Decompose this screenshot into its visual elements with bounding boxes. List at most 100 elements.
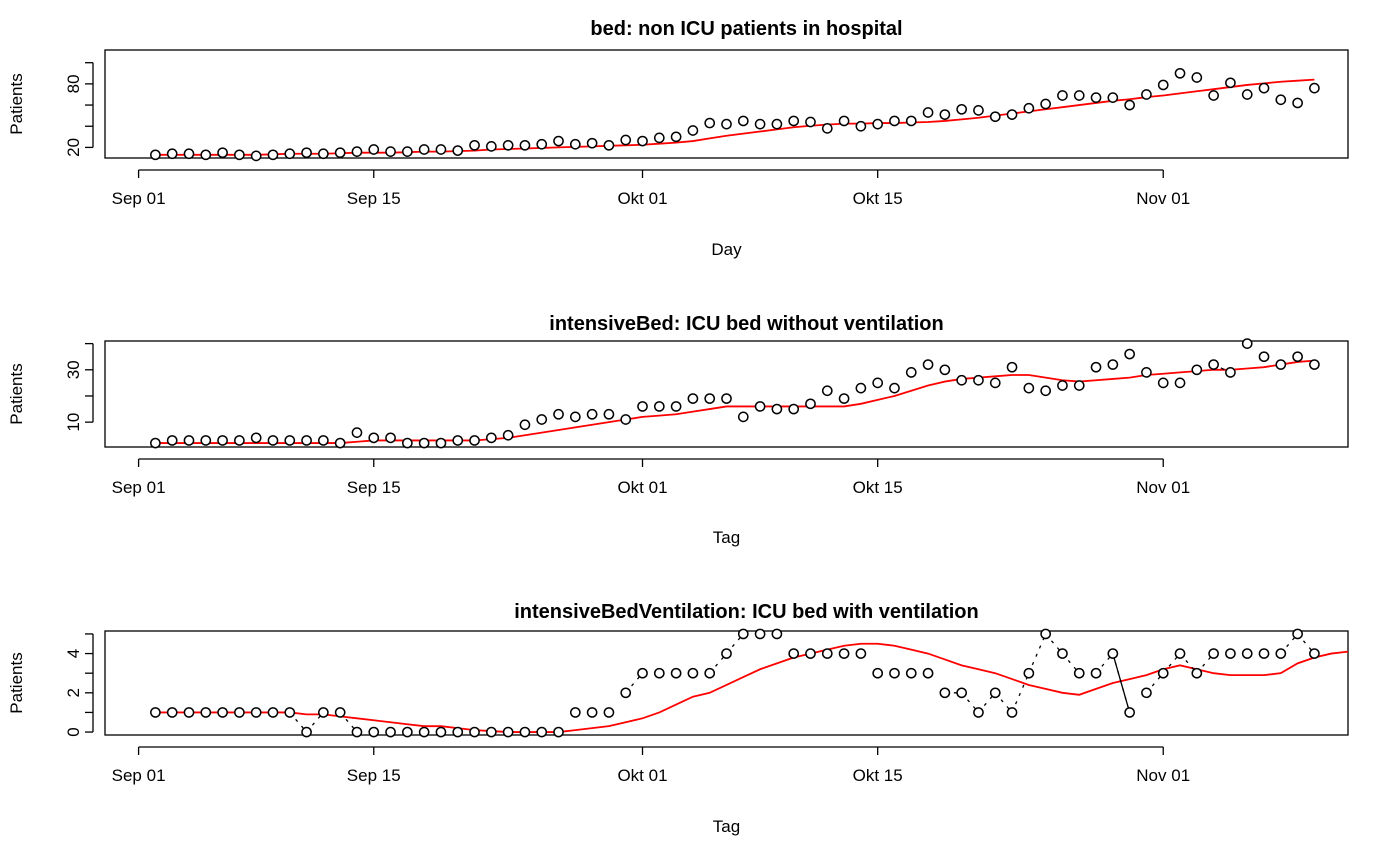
data-point [620, 687, 632, 699]
data-point [1006, 707, 1018, 718]
data-point [452, 145, 464, 156]
data-point [1124, 348, 1135, 360]
data-point [704, 667, 716, 679]
data-point [1292, 628, 1303, 640]
data-point [385, 432, 396, 444]
data-point [1090, 667, 1102, 679]
connector-segment [1112, 653, 1131, 713]
data-point [519, 139, 531, 151]
data-point [1174, 377, 1186, 389]
data-point [1006, 361, 1018, 373]
data-point [569, 138, 581, 150]
data-point [989, 687, 1001, 699]
data-point [1225, 367, 1236, 378]
data-point [1241, 338, 1253, 349]
data-point [1073, 380, 1085, 391]
data-point [637, 401, 648, 412]
data-point [754, 118, 766, 130]
data-point [1157, 79, 1169, 91]
x-tick-label: Okt 01 [617, 766, 667, 785]
data-point [821, 385, 833, 397]
data-point [435, 144, 447, 155]
data-point [1090, 361, 1102, 373]
trend-line [155, 78, 1315, 156]
data-point [1241, 89, 1253, 100]
data-point [553, 408, 564, 420]
data-point [569, 707, 581, 718]
data-point [1040, 98, 1051, 110]
y-tick-label: 20 [64, 138, 83, 157]
x-tick-label: Okt 15 [853, 189, 903, 208]
data-point [267, 149, 279, 161]
data-point [889, 667, 900, 679]
data-point [670, 667, 682, 679]
data-point [1141, 367, 1152, 378]
data-point [721, 648, 732, 659]
plot-frame [104, 630, 1349, 736]
data-point [1241, 648, 1253, 659]
data-point [1040, 628, 1051, 640]
data-point [150, 707, 161, 718]
data-point [1225, 648, 1236, 659]
data-point [838, 393, 850, 404]
data-point [250, 432, 262, 444]
data-point [318, 435, 329, 446]
data-point [1309, 359, 1320, 370]
chart-title: intensiveBed: ICU bed without ventilatio… [549, 313, 943, 335]
data-point [267, 435, 279, 446]
data-point [1107, 359, 1119, 370]
data-point [318, 148, 329, 160]
data-point [620, 134, 632, 146]
data-point [956, 374, 968, 386]
data-point [284, 707, 296, 718]
data-point [402, 726, 413, 738]
panel-bed: bed: non ICU patients in hospital Sep 01 S… [7, 18, 1349, 259]
data-point [217, 435, 228, 446]
data-point [469, 726, 480, 738]
x-tick-label: Nov 01 [1136, 478, 1190, 497]
data-point [805, 648, 816, 659]
data-point [788, 115, 800, 127]
x-tick-label: Sep 15 [347, 189, 401, 208]
data-point [603, 139, 615, 151]
data-point [502, 139, 514, 151]
data-point [385, 146, 396, 157]
x-tick-label: Sep 01 [112, 478, 166, 497]
data-point [334, 147, 346, 159]
data-point [838, 648, 850, 659]
data-point [183, 707, 195, 718]
data-point [452, 726, 464, 738]
data-point [721, 118, 732, 130]
data-point [922, 107, 934, 118]
data-point [1208, 90, 1219, 101]
data-point [989, 377, 1001, 389]
connector-segment [1028, 633, 1047, 674]
data-point [956, 687, 968, 699]
y-tick-label: 80 [64, 74, 83, 93]
x-axis-label: Tag [713, 817, 740, 836]
data-point [737, 115, 749, 127]
data-point [805, 116, 816, 128]
data-point [889, 115, 900, 127]
data-point [754, 401, 766, 412]
y-tick-label: 30 [64, 360, 83, 379]
panel-intensive-bed-ventilation: intensiveBedVentilation: ICU bed with ve… [7, 601, 1349, 836]
data-point [301, 147, 312, 159]
x-tick-label: Okt 01 [617, 478, 667, 497]
data-point [1141, 687, 1152, 699]
data-point [166, 148, 178, 160]
data-point [1124, 99, 1135, 111]
data-point [670, 131, 682, 143]
data-point [485, 432, 497, 444]
data-point [553, 726, 564, 738]
x-tick-label: Sep 01 [112, 189, 166, 208]
x-tick-label: Sep 01 [112, 766, 166, 785]
data-point [553, 135, 564, 147]
data-point [1090, 92, 1102, 103]
data-point [1023, 667, 1035, 679]
data-point [838, 115, 850, 127]
data-point [872, 667, 884, 679]
data-point [1258, 351, 1270, 363]
data-point [200, 707, 212, 718]
